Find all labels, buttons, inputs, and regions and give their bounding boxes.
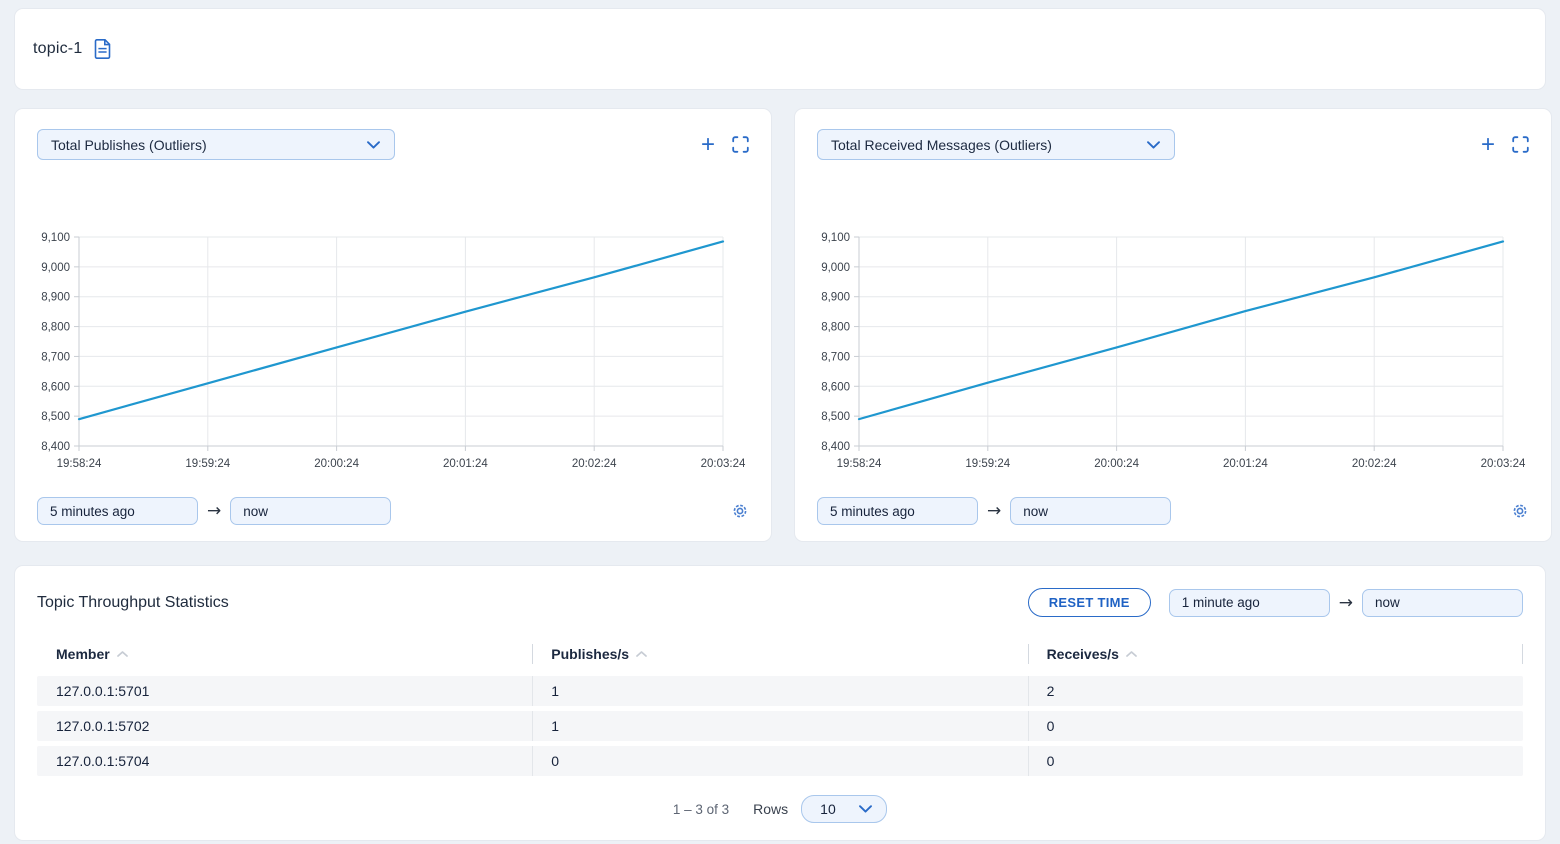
svg-text:8,400: 8,400 (41, 441, 70, 453)
arrow-right-icon: → (987, 501, 1002, 521)
publishes-line-chart: 8,400 8,500 8,600 8,700 8,800 8,900 9,000 9,100… (41, 232, 746, 470)
svg-text:8,500: 8,500 (41, 411, 70, 423)
publishes-chart-panel: Total Publishes (Outliers) + 8,400 8,500 8… (14, 108, 772, 542)
svg-text:8,800: 8,800 (41, 322, 70, 334)
svg-text:20:00:24: 20:00:24 (1094, 458, 1139, 470)
svg-text:9,100: 9,100 (41, 232, 70, 244)
svg-text:20:00:24: 20:00:24 (314, 458, 359, 470)
svg-text:9,000: 9,000 (821, 262, 850, 274)
column-header-publishes[interactable]: Publishes/s (532, 646, 1027, 662)
metric-select-publishes[interactable]: Total Publishes (Outliers) (37, 129, 395, 160)
chevron-down-icon (859, 805, 873, 813)
chart-settings-gear-icon[interactable] (731, 502, 749, 520)
arrow-right-icon: → (207, 501, 222, 521)
page-title: topic-1 (33, 40, 83, 57)
column-header-member[interactable]: Member (37, 646, 532, 662)
table-row[interactable]: 127.0.0.1:5702 1 0 (37, 711, 1523, 741)
publishes-cell: 1 (551, 718, 560, 734)
chart-time-to-input[interactable] (1010, 497, 1172, 525)
fullscreen-icon[interactable] (732, 136, 749, 153)
add-chart-icon[interactable]: + (700, 130, 715, 158)
svg-text:8,700: 8,700 (821, 351, 850, 363)
svg-text:8,700: 8,700 (41, 351, 70, 363)
chevron-down-icon (367, 140, 380, 149)
svg-text:8,900: 8,900 (41, 292, 70, 304)
sort-asc-icon (116, 651, 128, 657)
stats-time-from-input[interactable] (1168, 588, 1330, 617)
throughput-table: Member Publishes/s Receives/s 127.0.0.1:… (37, 641, 1523, 776)
reset-time-button[interactable]: RESET TIME (1027, 588, 1151, 617)
received-chart-panel: Total Received Messages (Outliers) + 8,4… (794, 108, 1552, 542)
stats-panel-title: Topic Throughput Statistics (37, 593, 229, 611)
chart-time-from-input[interactable] (37, 497, 198, 525)
metric-select-label: Total Publishes (Outliers) (51, 136, 207, 153)
charts-row: Total Publishes (Outliers) + 8,400 8,500 8… (14, 108, 1552, 542)
metric-select-label: Total Received Messages (Outliers) (831, 136, 1052, 153)
svg-text:20:03:24: 20:03:24 (1481, 458, 1526, 470)
svg-text:19:58:24: 19:58:24 (57, 458, 102, 470)
chart-time-to-input[interactable] (230, 497, 392, 525)
received-line-chart: 8,400 8,500 8,600 8,700 8,800 8,900 9,000 9,100… (821, 232, 1526, 470)
throughput-stats-panel: Topic Throughput Statistics RESET TIME →… (14, 565, 1546, 841)
svg-text:20:01:24: 20:01:24 (443, 458, 488, 470)
svg-text:8,400: 8,400 (821, 441, 850, 453)
sort-asc-icon (1126, 651, 1137, 657)
svg-text:8,600: 8,600 (41, 381, 70, 393)
receives-cell: 0 (1046, 718, 1055, 734)
publishes-cell: 1 (551, 683, 560, 699)
pagination-range-text: 1 – 3 of 3 (672, 801, 730, 817)
metric-select-received[interactable]: Total Received Messages (Outliers) (817, 129, 1175, 160)
svg-text:9,100: 9,100 (821, 232, 850, 244)
svg-text:19:59:24: 19:59:24 (965, 458, 1010, 470)
chart-settings-gear-icon[interactable] (1511, 502, 1529, 520)
add-chart-icon[interactable]: + (1480, 130, 1495, 158)
fullscreen-icon[interactable] (1512, 136, 1529, 153)
svg-text:9,000: 9,000 (41, 262, 70, 274)
svg-text:20:02:24: 20:02:24 (572, 458, 617, 470)
table-row[interactable]: 127.0.0.1:5704 0 0 (37, 746, 1523, 776)
topic-header-panel: topic-1 (14, 8, 1546, 90)
document-icon[interactable] (94, 39, 111, 59)
receives-cell: 0 (1046, 753, 1055, 769)
rows-per-page-value: 10 (820, 801, 836, 817)
svg-text:20:02:24: 20:02:24 (1352, 458, 1397, 470)
svg-text:8,900: 8,900 (821, 292, 850, 304)
rows-per-page-select[interactable]: 10 (801, 795, 888, 823)
stats-time-to-input[interactable] (1362, 588, 1523, 617)
publishes-cell: 0 (551, 753, 560, 769)
table-row[interactable]: 127.0.0.1:5701 1 2 (37, 676, 1523, 706)
table-header-row: Member Publishes/s Receives/s (37, 641, 1523, 667)
arrow-right-icon: → (1338, 592, 1353, 613)
svg-text:19:58:24: 19:58:24 (837, 458, 882, 470)
table-pagination: 1 – 3 of 3 Rows 10 (37, 792, 1523, 826)
svg-text:8,500: 8,500 (821, 411, 850, 423)
svg-text:20:01:24: 20:01:24 (1223, 458, 1268, 470)
chevron-down-icon (1147, 140, 1160, 149)
sort-asc-icon (636, 651, 647, 657)
member-cell: 127.0.0.1:5701 (56, 683, 150, 699)
member-cell: 127.0.0.1:5704 (56, 753, 150, 769)
svg-text:8,800: 8,800 (821, 322, 850, 334)
rows-per-page-label: Rows (753, 801, 789, 817)
svg-text:8,600: 8,600 (821, 381, 850, 393)
column-header-receives[interactable]: Receives/s (1028, 646, 1523, 662)
chart-time-from-input[interactable] (817, 497, 978, 525)
receives-cell: 2 (1046, 683, 1055, 699)
svg-text:19:59:24: 19:59:24 (185, 458, 230, 470)
member-cell: 127.0.0.1:5702 (56, 718, 150, 734)
svg-text:20:03:24: 20:03:24 (701, 458, 746, 470)
